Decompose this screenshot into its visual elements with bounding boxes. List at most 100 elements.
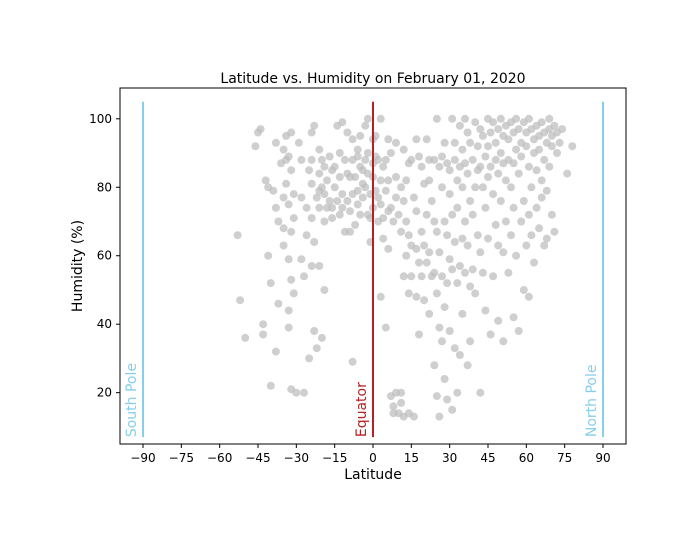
scatter-point	[284, 306, 293, 315]
scatter-point	[450, 238, 459, 246]
scatter-point	[389, 402, 398, 411]
scatter-point	[443, 159, 452, 168]
scatter-point	[302, 231, 311, 240]
scatter-point	[284, 152, 293, 161]
scatter-point	[271, 203, 280, 212]
scatter-point	[289, 214, 298, 223]
scatter-point	[514, 327, 523, 335]
scatter-point	[399, 145, 408, 154]
scatter-point	[346, 227, 354, 236]
scatter-point	[438, 152, 446, 161]
scatter-point	[317, 183, 326, 192]
scatter-point	[402, 176, 411, 185]
scatter-point	[540, 241, 549, 250]
scatter-point	[461, 159, 469, 168]
y-tick-label: 20	[97, 386, 112, 400]
scatter-point	[297, 193, 306, 202]
scatter-point	[323, 176, 331, 185]
scatter-point	[432, 392, 441, 401]
scatter-point	[241, 333, 250, 342]
x-tick-label: −15	[322, 451, 347, 465]
scatter-point	[353, 186, 362, 195]
scatter-point	[509, 203, 518, 212]
scatter-point	[517, 217, 526, 226]
scatter-point	[476, 248, 485, 257]
scatter-point	[320, 190, 329, 199]
scatter-point	[287, 275, 296, 284]
scatter-point	[519, 197, 528, 205]
scatter-point	[300, 388, 308, 397]
scatter-point	[547, 142, 556, 151]
scatter-point	[317, 155, 326, 164]
y-tick-label: 60	[97, 249, 112, 263]
scatter-point	[461, 217, 469, 226]
scatter-point	[397, 398, 406, 407]
scatter-point	[463, 361, 472, 370]
scatter-point	[412, 292, 421, 301]
scatter-point	[517, 152, 526, 161]
scatter-point	[404, 231, 413, 240]
scatter-point	[287, 166, 296, 175]
scatter-point	[491, 155, 500, 164]
scatter-point	[555, 138, 564, 147]
scatter-point	[353, 145, 362, 154]
scatter-point	[402, 251, 411, 260]
scatter-point	[491, 220, 500, 229]
scatter-point	[338, 203, 347, 212]
scatter-point	[320, 286, 329, 294]
scatter-point	[343, 197, 352, 205]
scatter-point	[328, 214, 337, 223]
scatter-point	[338, 190, 347, 199]
scatter-point	[489, 190, 498, 199]
scatter-point	[499, 337, 508, 346]
x-tick-label: −90	[130, 451, 155, 465]
scatter-point	[302, 203, 311, 212]
scatter-point	[412, 207, 421, 216]
scatter-point	[422, 210, 431, 219]
scatter-point	[473, 142, 482, 151]
scatter-point	[532, 166, 541, 175]
annotation-label: North Pole	[584, 365, 600, 438]
scatter-point	[335, 149, 344, 157]
scatter-point	[312, 193, 321, 202]
scatter-point	[376, 176, 385, 185]
scatter-point	[251, 142, 260, 151]
scatter-point	[361, 121, 370, 130]
scatter-point	[486, 162, 495, 171]
scatter-point	[279, 193, 288, 202]
scatter-point	[343, 128, 352, 137]
scatter-point	[310, 327, 319, 335]
scatter-point	[404, 289, 413, 298]
x-tick-label: 60	[519, 451, 534, 465]
scatter-point	[481, 306, 490, 315]
scatter-point	[435, 323, 444, 332]
points-layer	[233, 114, 577, 421]
scatter-point	[432, 289, 441, 298]
scatter-point	[287, 128, 296, 137]
scatter-point	[542, 186, 551, 195]
scatter-point	[427, 197, 436, 205]
scatter-point	[335, 173, 344, 181]
scatter-point	[384, 135, 393, 144]
scatter-point	[417, 227, 426, 236]
scatter-point	[333, 197, 342, 205]
scatter-point	[494, 125, 503, 134]
scatter-point	[468, 265, 477, 274]
scatter-point	[307, 155, 316, 164]
scatter-point	[399, 272, 408, 281]
scatter-point	[307, 128, 316, 137]
scatter-point	[271, 347, 280, 356]
scatter-point	[530, 258, 538, 267]
scatter-point	[501, 217, 510, 226]
scatter-point	[453, 203, 462, 212]
scatter-point	[425, 176, 434, 185]
scatter-point	[412, 244, 421, 253]
scatter-point	[481, 152, 490, 161]
annotation-label: South Pole	[124, 363, 140, 437]
scatter-point	[379, 234, 388, 243]
scatter-point	[540, 155, 549, 164]
scatter-point	[384, 244, 393, 253]
scatter-point	[374, 193, 383, 202]
scatter-point	[453, 388, 462, 397]
